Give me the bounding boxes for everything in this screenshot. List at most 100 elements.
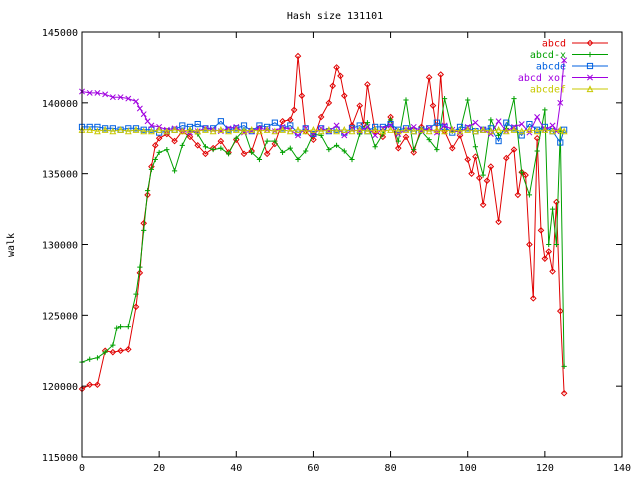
- data-point: [248, 128, 255, 135]
- data-point: [333, 127, 340, 135]
- data-point: [310, 126, 317, 133]
- data-point: [152, 156, 158, 163]
- data-point: [171, 137, 178, 145]
- data-point: [487, 163, 495, 170]
- data-point: [511, 95, 517, 102]
- data-point: [456, 127, 464, 135]
- data-point: [545, 248, 553, 255]
- series-abcd: [78, 52, 568, 397]
- data-point: [132, 126, 140, 133]
- data-point: [279, 126, 286, 133]
- data-point: [557, 139, 564, 146]
- data-point: [94, 89, 101, 96]
- data-point: [519, 169, 525, 175]
- data-point: [394, 144, 402, 152]
- data-point: [202, 144, 209, 150]
- data-point: [217, 126, 225, 133]
- data-point: [479, 126, 487, 133]
- data-point: [472, 127, 479, 135]
- data-point: [341, 132, 348, 139]
- data-point: [426, 137, 432, 143]
- data-point: [202, 126, 209, 133]
- data-point: [464, 126, 472, 133]
- data-point: [429, 102, 437, 109]
- data-point: [279, 149, 286, 156]
- data-point: [379, 127, 387, 135]
- data-point: [472, 153, 479, 160]
- data-point: [164, 146, 170, 153]
- data-point: [271, 119, 278, 126]
- data-point: [549, 268, 556, 275]
- data-point: [364, 81, 371, 88]
- data-point: [348, 127, 356, 135]
- data-point: [303, 148, 309, 154]
- data-point: [410, 149, 418, 156]
- series-line: [81, 98, 565, 367]
- data-point: [549, 206, 556, 212]
- data-point: [124, 346, 132, 353]
- data-point: [502, 154, 510, 162]
- data-point: [151, 142, 159, 149]
- data-point: [218, 145, 224, 151]
- data-point: [560, 127, 568, 135]
- data-point: [210, 146, 216, 153]
- data-point: [294, 52, 302, 60]
- data-point: [194, 127, 202, 135]
- data-point: [295, 132, 301, 139]
- legend-marker: [586, 85, 594, 93]
- data-point: [179, 142, 185, 148]
- data-point: [533, 134, 541, 142]
- data-point: [488, 117, 494, 123]
- data-point: [479, 201, 487, 209]
- data-point: [287, 145, 293, 151]
- data-point: [448, 144, 456, 152]
- data-point: [125, 324, 131, 330]
- data-point: [136, 105, 143, 112]
- data-point: [337, 72, 344, 80]
- data-point: [526, 192, 533, 198]
- data-point: [561, 57, 568, 64]
- data-point: [541, 255, 549, 262]
- x-tick-label: 60: [307, 463, 319, 474]
- chart-title: Hash size 131101: [287, 11, 383, 22]
- data-point: [534, 126, 541, 133]
- legend-label: abcd xor: [518, 73, 566, 84]
- data-point: [264, 138, 270, 144]
- data-point: [403, 97, 409, 103]
- data-point: [510, 126, 518, 133]
- data-point: [533, 127, 541, 135]
- data-point: [395, 126, 402, 133]
- legend-label: abcde: [536, 62, 566, 73]
- data-point: [194, 120, 201, 128]
- data-point: [325, 128, 332, 135]
- data-point: [132, 303, 140, 311]
- data-point: [333, 122, 340, 129]
- data-point: [364, 123, 371, 130]
- data-point: [94, 355, 101, 361]
- data-point: [233, 135, 239, 141]
- data-point: [225, 151, 232, 157]
- data-point: [256, 156, 263, 163]
- data-point: [518, 121, 525, 128]
- data-point: [514, 191, 522, 199]
- series-abcdef: [78, 126, 568, 135]
- legend-label: abcd: [542, 39, 566, 50]
- y-tick-label: 145000: [42, 28, 78, 39]
- data-point: [395, 138, 401, 144]
- data-point: [465, 97, 471, 103]
- data-point: [356, 126, 364, 133]
- data-point: [286, 127, 294, 135]
- data-point: [144, 191, 151, 199]
- data-point: [325, 126, 333, 133]
- data-point: [117, 324, 124, 330]
- data-point: [387, 126, 394, 133]
- data-point: [333, 142, 340, 148]
- data-point: [124, 127, 132, 135]
- data-point: [263, 126, 271, 133]
- data-point: [448, 126, 456, 133]
- data-point: [418, 126, 425, 133]
- data-point: [148, 166, 155, 173]
- data-point: [94, 381, 101, 389]
- y-tick-label: 130000: [42, 241, 78, 252]
- data-point: [163, 127, 171, 135]
